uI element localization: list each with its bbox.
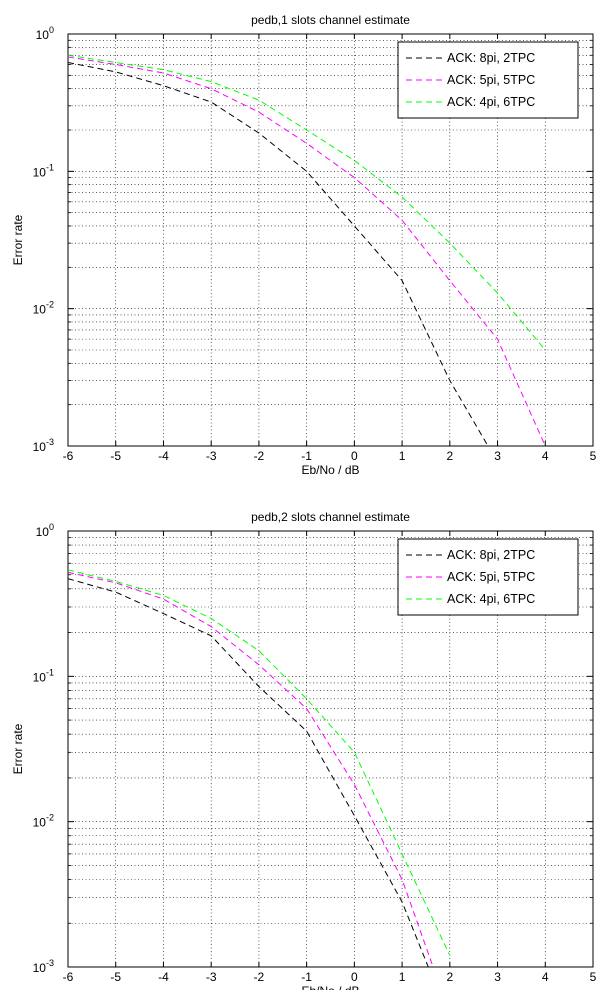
axes-box (67, 33, 594, 447)
x-tick-label: 0 (351, 449, 358, 463)
chart-title: pedb,1 slots channel estimate (251, 13, 410, 27)
legend-entry-3: ACK: 4pi, 6TPC (447, 95, 535, 109)
y-tick-label: 10-2 (33, 300, 54, 317)
series-line-2 (68, 571, 434, 967)
series-line-1 (68, 578, 429, 967)
x-tick-label: 2 (446, 970, 453, 984)
x-tick-label: 5 (590, 449, 597, 463)
x-tick-label: -3 (206, 970, 217, 984)
y-axis-label: Error rate (11, 723, 25, 774)
x-tick-label: 4 (542, 449, 549, 463)
legend: ACK: 8pi, 2TPC ACK: 5pi, 5TPC ACK: 4pi, 6T… (397, 41, 579, 119)
x-tick-label: 4 (542, 970, 549, 984)
x-tick-label: 3 (494, 449, 501, 463)
x-tick-label: 3 (494, 970, 501, 984)
y-tick-label: 10-3 (33, 437, 54, 454)
x-tick-label: 5 (590, 970, 597, 984)
x-tick-label: -5 (110, 970, 121, 984)
x-tick-label: -4 (158, 970, 169, 984)
x-tick-label: -2 (254, 449, 265, 463)
x-tick-label: -2 (254, 970, 265, 984)
series-line-2 (68, 56, 546, 446)
x-tick-label: 1 (399, 970, 406, 984)
series-line-3 (68, 569, 451, 956)
series-group (68, 54, 546, 446)
x-axis-label: Eb/No / dB (301, 984, 359, 990)
legend-entry-2: ACK: 5pi, 5TPC (447, 73, 535, 87)
x-tick-label: 1 (399, 449, 406, 463)
chart-panel-2: -6 -5 -4 -3 -2 -1 0 1 2 3 4 5 100 10-1 10-2 10-3 pedb,2 … (11, 510, 597, 990)
axes-box (67, 530, 594, 968)
y-axis-label: Error rate (11, 214, 25, 265)
x-tick-label: -1 (301, 970, 312, 984)
chart-title: pedb,2 slots channel estimate (251, 510, 410, 524)
series-line-1 (68, 62, 489, 446)
legend-entry-1: ACK: 8pi, 2TPC (447, 548, 535, 562)
series-line-3 (68, 54, 546, 351)
x-tick-label: 0 (351, 970, 358, 984)
grid (68, 34, 593, 446)
x-tick-label: -6 (63, 449, 74, 463)
y-tick-label: 10-1 (33, 667, 54, 684)
x-tick-label: -5 (110, 449, 121, 463)
x-tick-label: -3 (206, 449, 217, 463)
x-tick-label: -6 (63, 970, 74, 984)
legend-entry-3: ACK: 4pi, 6TPC (447, 592, 535, 606)
y-tick-label: 100 (36, 522, 54, 539)
legend: ACK: 8pi, 2TPC ACK: 5pi, 5TPC ACK: 4pi, 6T… (397, 538, 579, 616)
x-axis-label: Eb/No / dB (301, 463, 359, 477)
x-tick-label: -4 (158, 449, 169, 463)
legend-entry-2: ACK: 5pi, 5TPC (447, 570, 535, 584)
legend-entry-1: ACK: 8pi, 2TPC (447, 51, 535, 65)
x-tick-label: 2 (446, 449, 453, 463)
y-tick-label: 10-2 (33, 813, 54, 830)
y-tick-label: 100 (36, 25, 54, 42)
series-group (68, 569, 451, 967)
y-tick-label: 10-1 (33, 162, 54, 179)
chart-panel-1: -6 -5 -4 -3 -2 -1 0 1 2 3 4 5 100 10-1 10-2 10-3 pedb,1 … (11, 13, 597, 477)
x-tick-label: -1 (301, 449, 312, 463)
y-tick-label: 10-3 (33, 958, 54, 975)
